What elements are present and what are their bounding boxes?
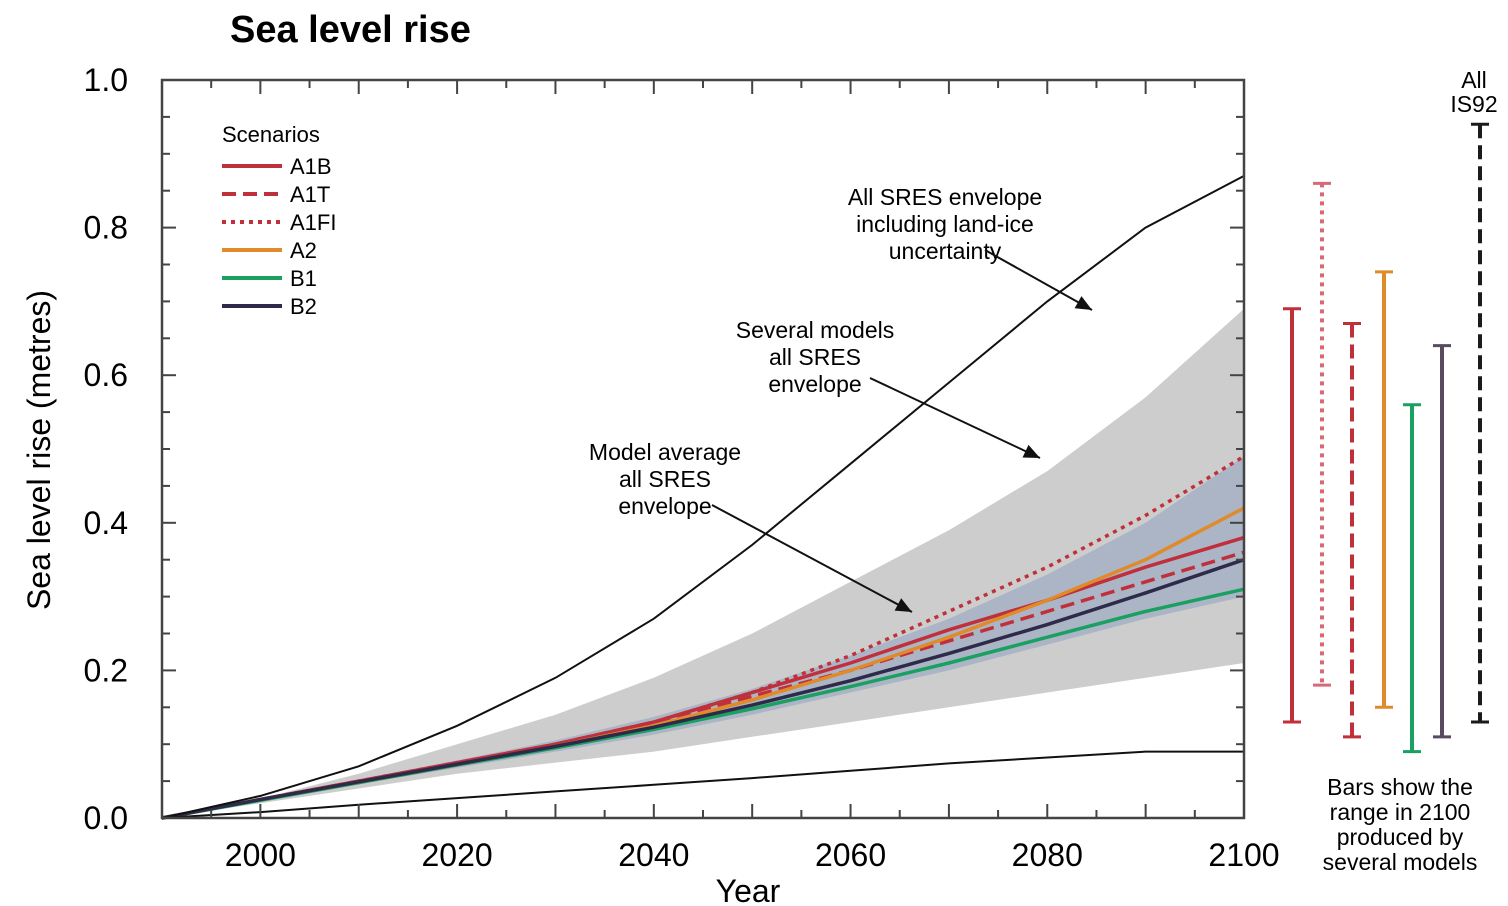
- land-ice-lower-curve: [161, 750, 1244, 819]
- x-tick-label: 2080: [1012, 837, 1083, 873]
- y-tick-label: 0.4: [84, 505, 128, 541]
- y-tick-label: 0.2: [84, 652, 128, 688]
- legend-label-b1: B1: [290, 266, 317, 291]
- legend: Scenarios A1B A1T A1FI A2 B1 B2: [222, 122, 336, 319]
- x-tick-label: 2040: [618, 837, 689, 873]
- several-models-envelope: [162, 308, 1244, 818]
- bars-note: produced by: [1337, 824, 1464, 850]
- chart-title: Sea level rise: [230, 9, 471, 51]
- bars-note: several models: [1323, 849, 1478, 875]
- bars-note: range in 2100: [1330, 799, 1471, 825]
- annotation-arrowhead: [1022, 444, 1040, 458]
- x-tick-label: 2020: [421, 837, 492, 873]
- annotation-text: envelope: [768, 371, 861, 397]
- legend-label-b2: B2: [290, 294, 317, 319]
- annotation-text: including land-ice: [856, 211, 1034, 237]
- x-axis-label: Year: [716, 873, 781, 906]
- is92-label: All: [1461, 67, 1487, 93]
- x-tick-label: 2060: [815, 837, 886, 873]
- series-line-a1t: [161, 550, 1245, 820]
- annotation-text: Model average: [589, 439, 741, 465]
- legend-label-a1t: A1T: [290, 182, 330, 207]
- plot-area: [161, 175, 1245, 820]
- axes: 2000 2020 2040 2060 2080 2100 0.0 0.2 0.4 0.6 0.8 1…: [84, 62, 1280, 873]
- legend-label-a1b: A1B: [290, 154, 332, 179]
- annotation-arrowhead: [894, 598, 912, 612]
- annotation-text: uncertainty: [889, 238, 1002, 264]
- annotation-arrow: [869, 377, 1041, 459]
- annotation-text: all SRES: [769, 344, 861, 370]
- land-ice-upper-curve: [161, 175, 1245, 819]
- y-tick-label: 1.0: [84, 62, 128, 98]
- model-average-envelope: [162, 456, 1244, 818]
- legend-title: Scenarios: [222, 122, 320, 147]
- annotation-arrowhead: [1074, 296, 1092, 310]
- annotation-text: envelope: [618, 493, 711, 519]
- legend-label-a2: A2: [290, 238, 317, 263]
- annotation-text: all SRES: [619, 466, 711, 492]
- is92-label: IS92: [1450, 91, 1497, 117]
- x-tick-label: 2100: [1208, 837, 1279, 873]
- x-tick-label: 2000: [225, 837, 296, 873]
- bars-note: Bars show the: [1327, 774, 1473, 800]
- annotation-arrow: [711, 504, 913, 613]
- y-axis-label: Sea level rise (metres): [21, 290, 57, 610]
- annotation-text: All SRES envelope: [848, 184, 1042, 210]
- y-tick-label: 0.6: [84, 357, 128, 393]
- y-tick-label: 0.8: [84, 210, 128, 246]
- legend-label-a1fi: A1FI: [290, 210, 336, 235]
- annotation-text: Several models: [736, 317, 895, 343]
- series-line-b2: [161, 558, 1245, 820]
- y-tick-label: 0.0: [84, 800, 128, 836]
- annotation-arrow: [984, 249, 1093, 311]
